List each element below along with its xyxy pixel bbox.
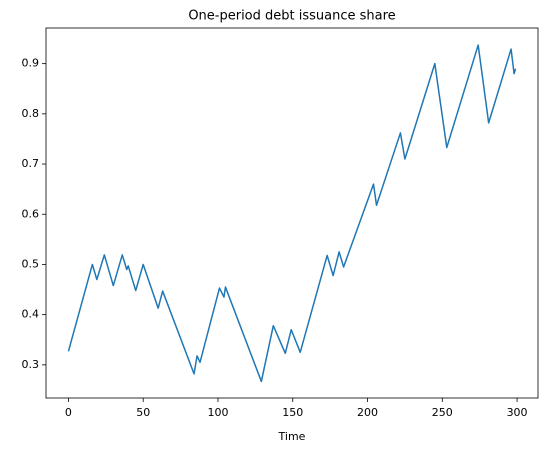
y-tick-label: 0.9 [22, 57, 40, 70]
y-tick-label: 0.7 [22, 157, 40, 170]
chart-title: One-period debt issuance share [188, 9, 395, 24]
axes-frame [45, 27, 539, 399]
y-tick-label: 0.3 [22, 358, 40, 371]
y-tick-label: 0.5 [22, 257, 40, 270]
line-series [67, 44, 517, 383]
x-tick-label: 200 [357, 406, 378, 419]
x-tick-label: 250 [432, 406, 453, 419]
y-tick-label: 0.6 [22, 207, 40, 220]
x-tick-label: 300 [507, 406, 528, 419]
x-tick-label: 150 [282, 406, 303, 419]
y-tick-label: 0.8 [22, 107, 40, 120]
y-tick-label: 0.4 [22, 308, 40, 321]
x-axis-label: Time [278, 430, 306, 443]
x-tick-label: 100 [207, 406, 228, 419]
x-tick-label: 0 [65, 406, 72, 419]
x-tick-label: 50 [136, 406, 150, 419]
